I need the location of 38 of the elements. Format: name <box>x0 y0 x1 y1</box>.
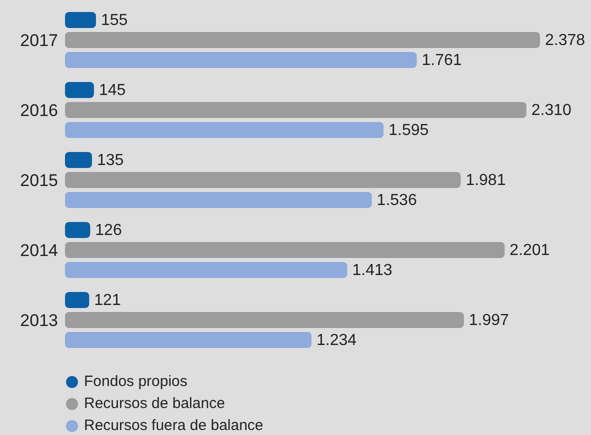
data-label: 1.981 <box>466 172 506 190</box>
data-label: 1.997 <box>468 312 510 330</box>
data-label: 1.761 <box>422 52 462 70</box>
data-label: 1.413 <box>352 262 392 280</box>
bar <box>65 122 384 138</box>
y-tick-label: 2016 <box>20 101 58 120</box>
bar <box>65 192 372 208</box>
y-tick-label: 2013 <box>20 311 58 330</box>
y-tick-label: 2017 <box>20 31 58 50</box>
data-label: 135 <box>96 152 124 170</box>
data-label: 155 <box>100 12 128 30</box>
legend-label: Recursos fuera de balance <box>84 416 264 434</box>
bar <box>65 12 96 28</box>
data-label: 145 <box>98 82 126 100</box>
data-label: 1.536 <box>376 192 417 210</box>
legend-label: Fondos propios <box>84 372 188 390</box>
data-label: 1.595 <box>388 122 429 140</box>
bar <box>65 52 417 68</box>
bar <box>65 242 505 258</box>
bar <box>65 32 540 48</box>
data-label: 121 <box>94 292 121 310</box>
y-tick-label: 2015 <box>20 171 58 190</box>
data-label: 2.201 <box>510 242 550 260</box>
bar <box>65 152 92 168</box>
bar <box>65 172 461 188</box>
bar <box>65 292 90 308</box>
bar <box>65 312 464 328</box>
y-tick-label: 2014 <box>20 241 58 260</box>
data-label: 1.234 <box>316 332 357 350</box>
bar <box>65 102 526 118</box>
bar <box>65 222 90 238</box>
data-label: 2.310 <box>531 102 572 120</box>
data-label: 126 <box>95 222 122 240</box>
data-label: 2.378 <box>545 32 586 50</box>
bar <box>65 82 94 98</box>
legend-label: Recursos de balance <box>84 394 225 412</box>
bar <box>65 262 348 278</box>
bar <box>65 332 312 348</box>
